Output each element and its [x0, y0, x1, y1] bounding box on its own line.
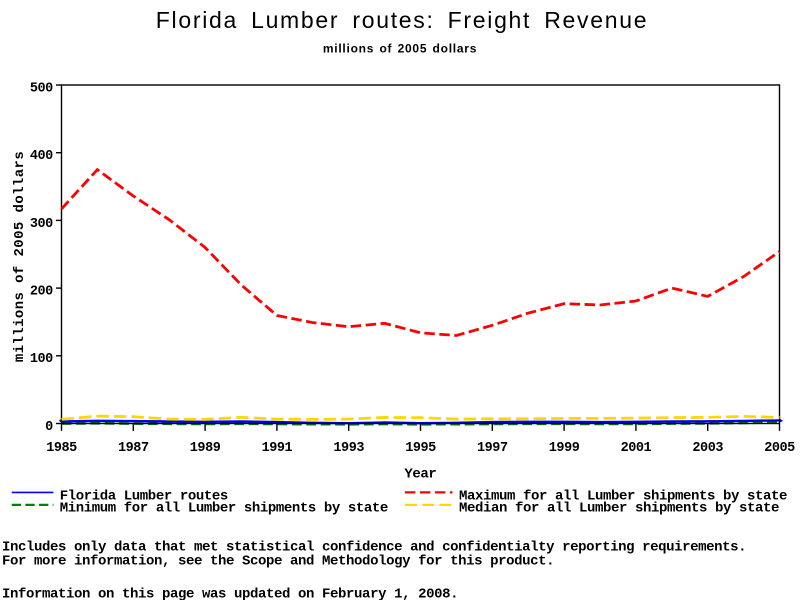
svg-text:400: 400 — [30, 149, 53, 164]
svg-text:1985: 1985 — [46, 441, 77, 456]
svg-text:100: 100 — [30, 352, 53, 367]
svg-text:millions of 2005 dollars: millions of 2005 dollars — [12, 151, 28, 362]
svg-text:2001: 2001 — [621, 441, 652, 456]
svg-text:2003: 2003 — [692, 441, 723, 456]
svg-text:Median for all Lumber shipment: Median for all Lumber shipments by state — [459, 501, 779, 517]
svg-text:Minimum for all Lumber shipmen: Minimum for all Lumber shipments by stat… — [60, 501, 388, 517]
svg-text:Year: Year — [404, 466, 436, 482]
svg-text:For more information, see the: For more information, see the Scope and … — [2, 554, 554, 570]
svg-text:millions of 2005 dollars: millions of 2005 dollars — [323, 42, 477, 56]
svg-text:500: 500 — [30, 81, 53, 96]
svg-text:0: 0 — [45, 420, 53, 435]
svg-text:Information on this page was u: Information on this page was updated on … — [2, 587, 458, 600]
svg-text:1993: 1993 — [333, 441, 364, 456]
svg-text:300: 300 — [30, 217, 53, 232]
svg-text:Maximum for all Lumber shipmen: Maximum for all Lumber shipments by stat… — [459, 489, 787, 505]
svg-text:Florida Lumber routes: Florida Lumber routes — [60, 489, 228, 505]
svg-text:2005: 2005 — [764, 441, 795, 456]
svg-text:1999: 1999 — [549, 441, 580, 456]
svg-text:Includes only data that met st: Includes only data that met statistical … — [2, 540, 746, 556]
svg-text:1987: 1987 — [118, 441, 149, 456]
svg-text:1991: 1991 — [262, 441, 293, 456]
svg-text:Florida Lumber routes: Freight: Florida Lumber routes: Freight Revenue — [156, 7, 648, 33]
svg-text:1995: 1995 — [405, 441, 436, 456]
svg-text:200: 200 — [30, 285, 53, 300]
svg-text:1997: 1997 — [477, 441, 508, 456]
svg-text:1989: 1989 — [190, 441, 221, 456]
